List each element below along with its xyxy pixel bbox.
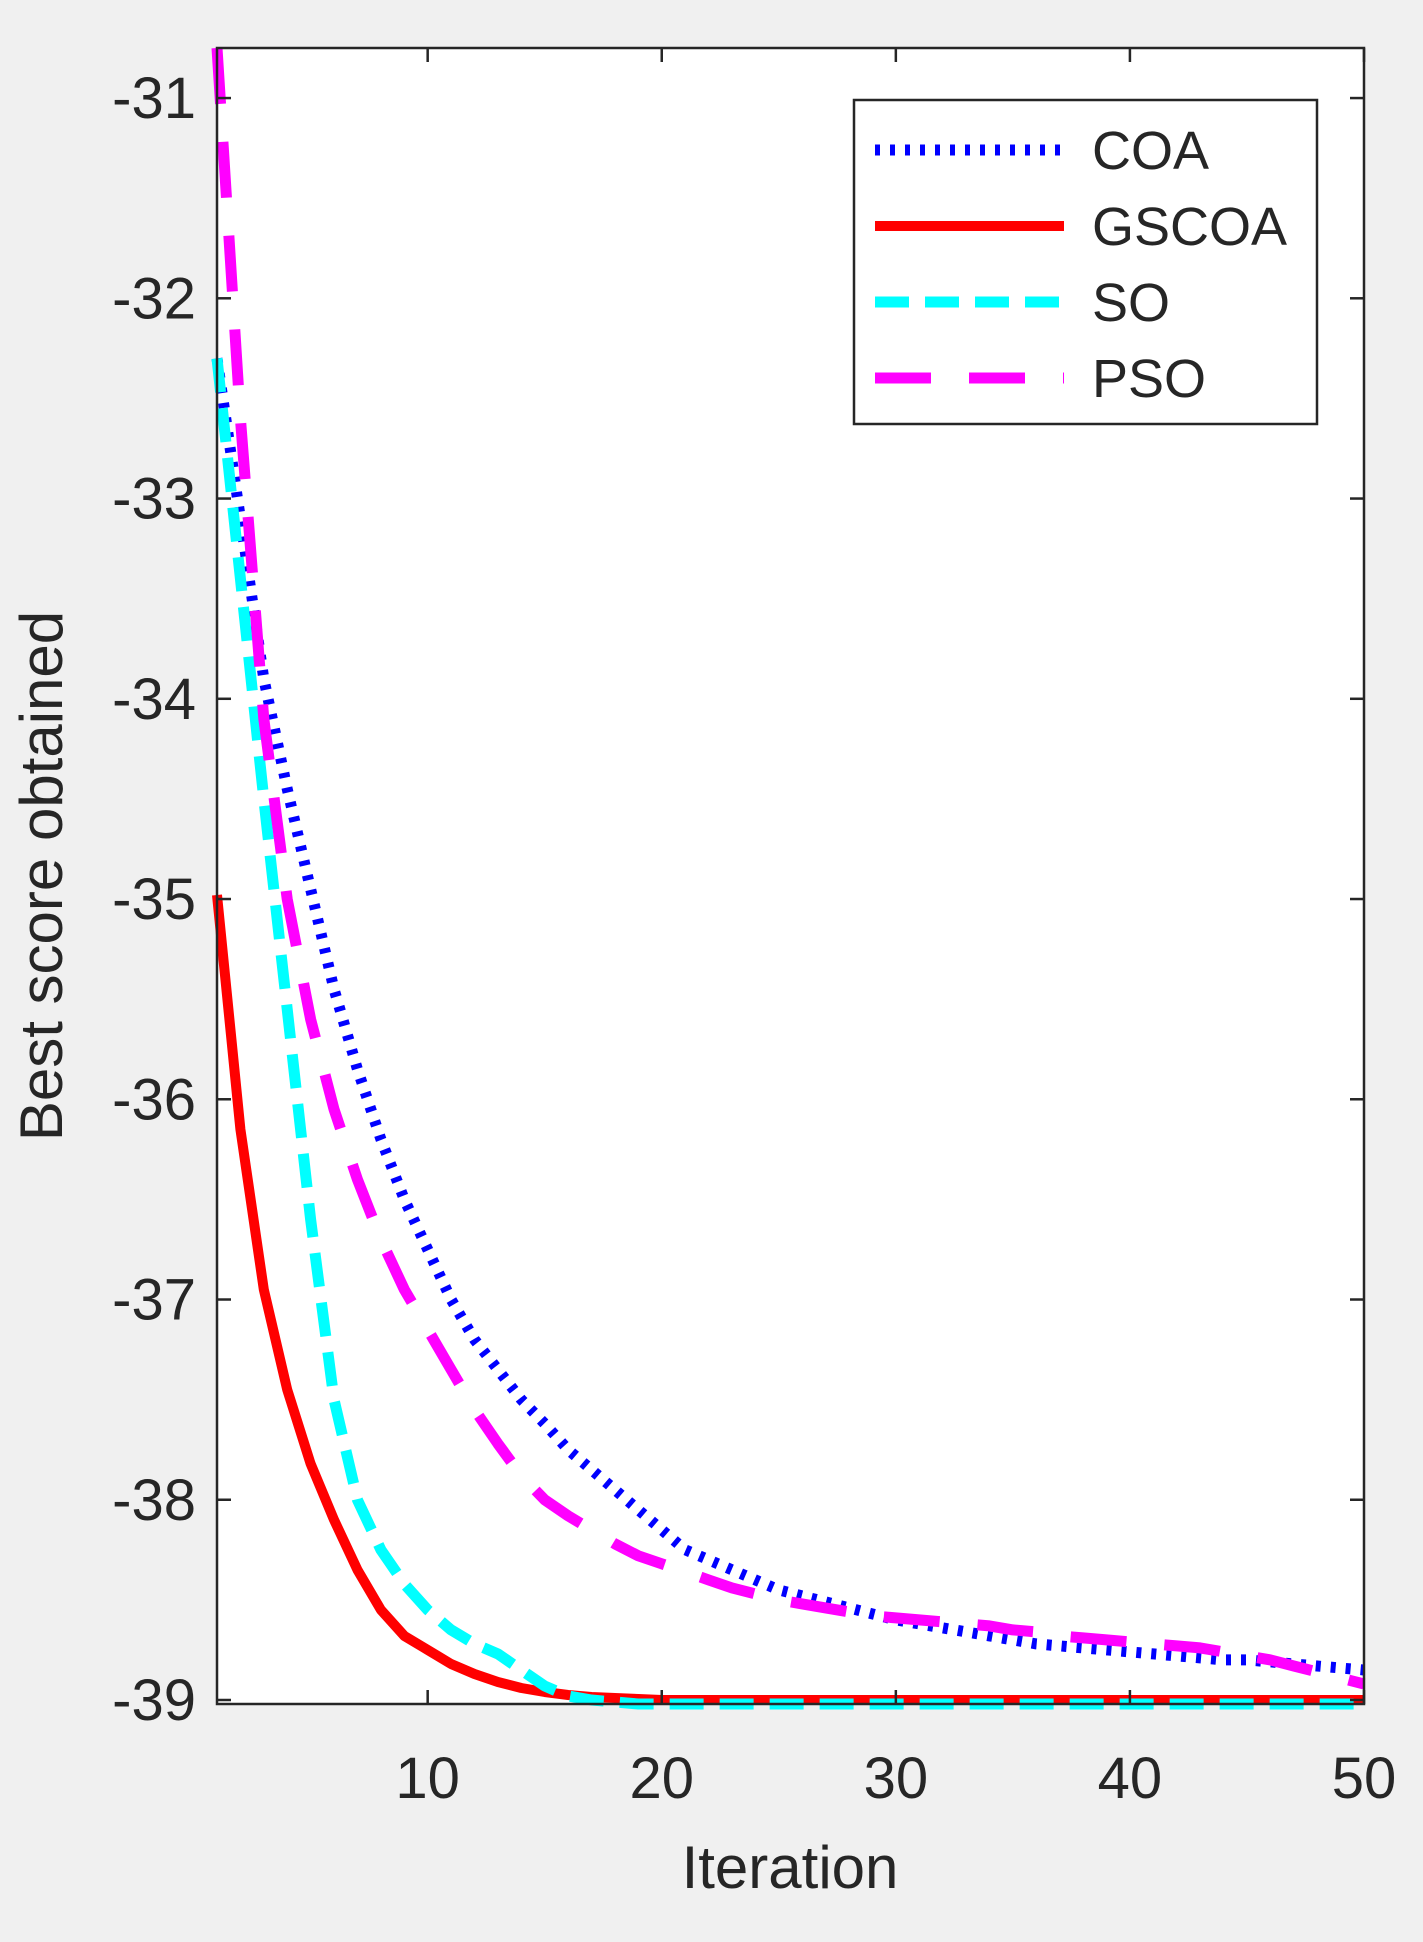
x-tick-label: 10 — [395, 1746, 460, 1811]
legend-items: COA GSCOA SO PSO — [875, 121, 1287, 409]
y-tick-label: -39 — [112, 1668, 196, 1733]
y-tick-label: -33 — [112, 467, 196, 532]
y-axis-title: Best score obtained — [8, 611, 75, 1141]
plot-frame — [215, 46, 1366, 1706]
tick-layer: 10 20 30 40 50 -31 -32 -33 -34 -35 -36 -37 -38 -39 — [112, 48, 1396, 1811]
x-tick-label: 20 — [629, 1746, 694, 1811]
x-tick-label: 50 — [1332, 1746, 1397, 1811]
series-line-coa — [211, 357, 1365, 1676]
y-tick-label: -36 — [112, 1067, 196, 1132]
legend-label-pso: PSO — [1092, 349, 1206, 409]
series-line-pso — [211, 47, 1366, 1690]
legend-label-so: SO — [1092, 273, 1170, 333]
legend-box — [852, 98, 1319, 426]
x-tick-label: 30 — [864, 1746, 929, 1811]
y-tick-label: -34 — [112, 667, 196, 732]
y-tick-label: -37 — [112, 1268, 196, 1333]
y-tick-label: -32 — [112, 266, 196, 331]
x-axis-title: Iteration — [682, 1834, 899, 1901]
legend-label-gscoa: GSCOA — [1092, 197, 1287, 257]
y-tick-label: -38 — [112, 1468, 196, 1533]
x-tick-label: 40 — [1098, 1746, 1163, 1811]
y-tick-label: -31 — [112, 66, 196, 131]
legend-label-coa: COA — [1092, 121, 1209, 181]
y-tick-label: -35 — [112, 867, 196, 932]
legend: COA GSCOA SO PSO — [852, 98, 1319, 426]
